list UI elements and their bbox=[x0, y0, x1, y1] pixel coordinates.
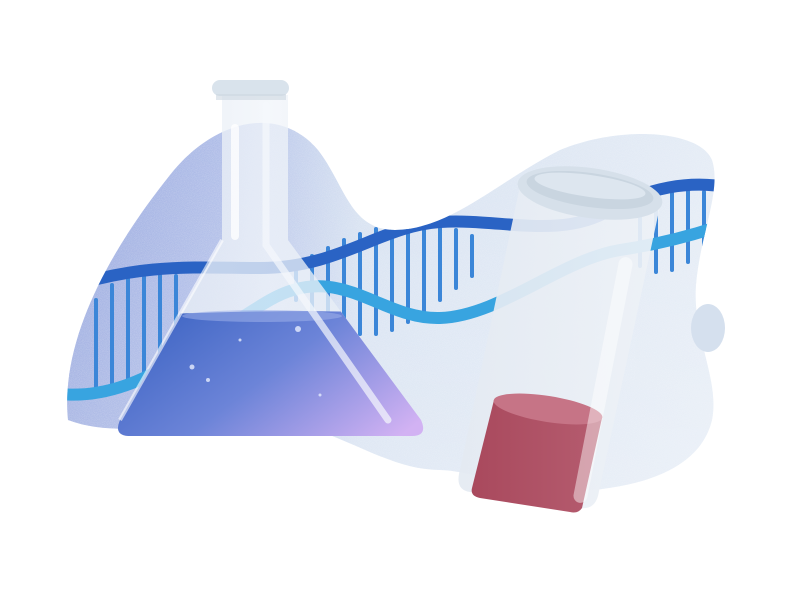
test-tube bbox=[458, 166, 663, 513]
flask-edge-light bbox=[262, 101, 392, 424]
decorative-dot bbox=[691, 304, 725, 352]
flask-highlight bbox=[231, 124, 239, 240]
flask-rim-shadow bbox=[118, 239, 224, 421]
tube-liquid bbox=[471, 393, 603, 513]
flask-bubbles bbox=[189, 326, 322, 397]
tube-highlight bbox=[573, 257, 633, 503]
flask-liquid bbox=[117, 310, 424, 436]
flask-rim bbox=[212, 80, 289, 96]
erlenmeyer-flask bbox=[117, 80, 424, 436]
